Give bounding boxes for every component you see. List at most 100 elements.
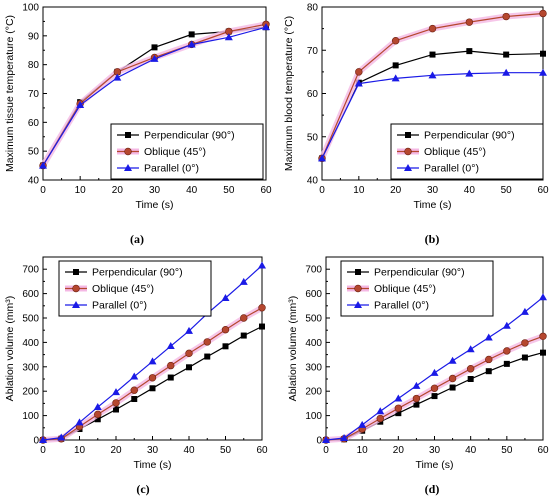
data-point (240, 314, 248, 322)
x-tick-label: 30 (427, 185, 439, 196)
data-point (186, 364, 192, 371)
x-tick-label: 50 (220, 445, 232, 456)
data-point (520, 307, 529, 315)
data-point (166, 342, 175, 350)
legend-label: Parallel (0°) (424, 163, 479, 175)
data-point (376, 407, 385, 415)
y-tick-label: 70 (28, 89, 40, 100)
data-point (484, 333, 493, 341)
legend-marker (354, 301, 362, 308)
data-point (391, 37, 400, 45)
data-point (75, 418, 84, 426)
data-point (391, 74, 400, 82)
data-point (395, 410, 402, 417)
data-point (130, 372, 139, 380)
data-point (130, 386, 138, 394)
legend-marker (405, 132, 411, 138)
data-point (502, 68, 511, 76)
legend-label: Oblique (45°) (92, 283, 154, 295)
y-axis-label: Ablation volume (mm³) (4, 296, 16, 402)
legend-label: Oblique (45°) (374, 283, 436, 295)
legend-marker (404, 147, 412, 156)
y-axis-label: Maximum tissue temperature (°C) (4, 15, 16, 172)
data-point (539, 332, 547, 340)
data-point (539, 68, 547, 76)
data-point (185, 326, 193, 334)
legend-label: Perpendicular (90°) (144, 130, 235, 142)
data-point (94, 410, 102, 419)
x-tick-label: 30 (429, 445, 441, 456)
y-tick-label: 400 (22, 338, 39, 349)
legend-label: Parallel (0°) (374, 300, 429, 312)
panel-caption: (d) (425, 482, 440, 496)
data-point (167, 361, 175, 370)
chart-2: 0 10 20 30 40 50 600100200300400500600700Time … (4, 256, 268, 496)
data-point (76, 101, 85, 109)
data-point (467, 376, 474, 382)
y-tick-label: 80 (307, 3, 319, 14)
chart-0: 0 10 20 30 40 50 60 40 50 60 70 80 90 100 Time (s) Maxi… (4, 3, 272, 247)
y-tick-label: 40 (28, 176, 40, 187)
data-point (131, 396, 138, 403)
data-point (502, 321, 511, 329)
y-tick-label: 300 (22, 362, 39, 373)
y-tick-label: 70 (307, 46, 319, 57)
legend-label: Oblique (45°) (424, 146, 486, 158)
data-point (112, 399, 120, 407)
legend-marker (125, 132, 131, 138)
x-tick-label: 30 (147, 445, 159, 456)
legend-label: Oblique (45°) (144, 146, 206, 158)
data-point (222, 343, 229, 350)
data-point (394, 394, 403, 402)
x-tick-label: 50 (223, 185, 235, 196)
data-point (57, 433, 66, 441)
data-point (503, 347, 511, 355)
y-tick-label: 60 (307, 89, 319, 100)
x-tick-label: 30 (149, 185, 161, 196)
x-tick-label: 20 (393, 445, 405, 456)
y-tick-label: 0 (316, 436, 322, 447)
data-point (413, 401, 420, 408)
data-point (412, 394, 421, 403)
y-tick-label: 100 (22, 3, 39, 14)
panel-caption: (b) (425, 232, 440, 246)
data-point (93, 403, 102, 411)
data-point (466, 345, 475, 353)
data-point (113, 73, 122, 81)
data-point (355, 68, 363, 76)
y-tick-label: 700 (22, 265, 39, 276)
y-axis-label: Maximum blood temperature (°C) (283, 16, 295, 171)
data-point (167, 374, 174, 381)
x-tick-label: 40 (464, 185, 476, 196)
x-tick-label: 20 (390, 185, 402, 196)
data-point (430, 368, 439, 376)
y-tick-label: 400 (305, 338, 322, 349)
panel-caption: (a) (130, 232, 144, 246)
y-axis-label: Ablation volume (mm³) (287, 296, 299, 402)
data-point (448, 356, 457, 364)
data-point (503, 360, 510, 367)
x-tick-label: 60 (537, 185, 549, 196)
legend-marker (72, 301, 80, 308)
x-tick-label: 0 (323, 445, 329, 456)
data-point (203, 338, 211, 346)
x-tick-label: 60 (260, 185, 272, 196)
data-point (428, 71, 437, 79)
x-axis-label: Time (s) (133, 459, 171, 471)
data-point (322, 436, 330, 443)
x-tick-label: 10 (357, 445, 369, 456)
legend-label: Perpendicular (90°) (424, 130, 515, 142)
legend-marker (355, 269, 361, 275)
data-point (262, 23, 270, 31)
x-tick-label: 10 (353, 185, 365, 196)
y-tick-label: 80 (28, 60, 40, 71)
y-tick-label: 100 (22, 411, 39, 422)
data-point (39, 161, 47, 169)
data-point (39, 436, 47, 443)
legend-marker (124, 164, 132, 171)
y-tick-label: 300 (305, 362, 322, 373)
data-point (521, 339, 529, 347)
data-point (258, 304, 266, 312)
chart-1: 0 10 20 30 40 50 60 40 50 60 70 80 Time (s) Maximum b… (283, 3, 549, 247)
